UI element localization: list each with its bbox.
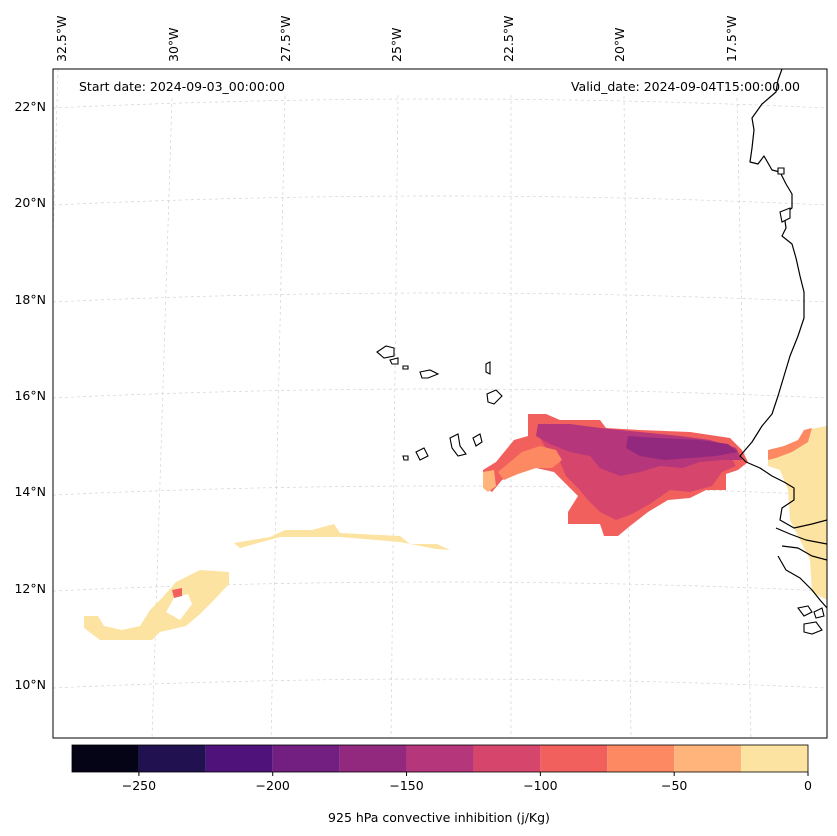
bijagos-island (777, 167, 785, 175)
lon-label: 17.5°W (724, 16, 739, 62)
meridian-line (151, 97, 173, 738)
colorbar-swatch (272, 745, 340, 772)
bijagos-island (797, 605, 813, 617)
parallel-line (53, 581, 827, 592)
cin-region-strip (234, 524, 450, 550)
colorbar-tick-label: −250 (122, 778, 156, 793)
cin-region-edge (483, 470, 496, 492)
parallel-line (53, 678, 827, 689)
meridian-line (53, 69, 59, 241)
bijagos-island (803, 621, 823, 635)
cin-region-lobe (498, 446, 562, 480)
lat-label: 12°N (14, 581, 46, 596)
colorbar-tick-label: −50 (661, 778, 687, 793)
cape-verde-islands (376, 345, 503, 461)
meridian-line (390, 94, 399, 738)
island-fogo (415, 447, 429, 461)
meridian-line (736, 97, 752, 738)
island-santo-antao (376, 345, 395, 359)
island-santiago (449, 433, 467, 457)
lon-label: 27.5°W (278, 16, 293, 62)
colorbar-tick-label: −200 (256, 778, 290, 793)
lat-label: 22°N (14, 99, 46, 114)
parallel-line (53, 485, 827, 496)
map-border (52, 68, 828, 739)
latitude-labels: 22°N 20°N 18°N 16°N 14°N 12°N 10°N (14, 99, 46, 692)
lon-label: 20°W (612, 27, 627, 62)
parallel-line (53, 292, 827, 303)
island-maio (472, 433, 483, 447)
colorbar-border (71, 744, 809, 773)
valid-date-label: Valid_date: 2024-09-04T15:00:00.00 (571, 79, 800, 94)
colorbar-ticks: −250 −200 −150 −100 −50 0 (122, 772, 812, 793)
coastal-island (779, 207, 791, 223)
lat-label: 20°N (14, 195, 46, 210)
lat-label: 14°N (14, 484, 46, 499)
island-santa-luzia (402, 365, 409, 370)
cin-region-small (172, 588, 182, 598)
colorbar-swatch (205, 745, 273, 772)
start-date-label: Start date: 2024-09-03_00:00:00 (79, 79, 285, 94)
lon-label: 25°W (389, 27, 404, 62)
colorbar-label: 925 hPa convective inhibition (j/Kg) (328, 810, 550, 825)
colorbar-tick-label: −150 (389, 778, 423, 793)
cin-region-coast-outer (768, 428, 812, 460)
lon-label: 32.5°W (54, 16, 69, 62)
island-boa-vista (486, 389, 503, 405)
graticule (53, 69, 827, 738)
parallel-line (53, 98, 827, 109)
colorbar-swatch (607, 745, 675, 772)
lon-label: 22.5°W (501, 16, 516, 62)
colorbar-swatch (339, 745, 407, 772)
africa-coastline (739, 69, 827, 529)
colorbar-swatch (540, 745, 608, 772)
map-area (53, 69, 827, 738)
colorbar-tick-label: −100 (523, 778, 557, 793)
lat-label: 10°N (14, 677, 46, 692)
colorbar-swatch (72, 745, 139, 772)
colorbar-swatch (473, 745, 541, 772)
parallel-line (53, 388, 827, 399)
meridian-line (270, 95, 286, 738)
meridian-line (623, 95, 632, 738)
cin-region-weak-west (84, 570, 229, 640)
bijagos-island (813, 607, 825, 619)
longitude-labels: 32.5°W 30°W 27.5°W 25°W 22.5°W 20°W 17.5… (54, 16, 739, 62)
colorbar-swatch (741, 745, 808, 772)
gambia-river-coast (775, 527, 827, 609)
colorbar-swatch (674, 745, 742, 772)
island-sal (485, 361, 491, 375)
island-sao-vicente (389, 357, 399, 365)
island-brava (402, 455, 409, 461)
lat-label: 18°N (14, 292, 46, 307)
colorbar-swatch (138, 745, 206, 772)
island-sao-nicolau (419, 369, 440, 379)
lon-label: 30°W (166, 27, 181, 62)
colorbar (71, 744, 809, 773)
cin-region-strong (626, 436, 738, 460)
lat-label: 16°N (14, 388, 46, 403)
colorbar-swatch (406, 745, 474, 772)
colorbar-tick-label: 0 (804, 778, 812, 793)
parallel-line (53, 195, 827, 206)
